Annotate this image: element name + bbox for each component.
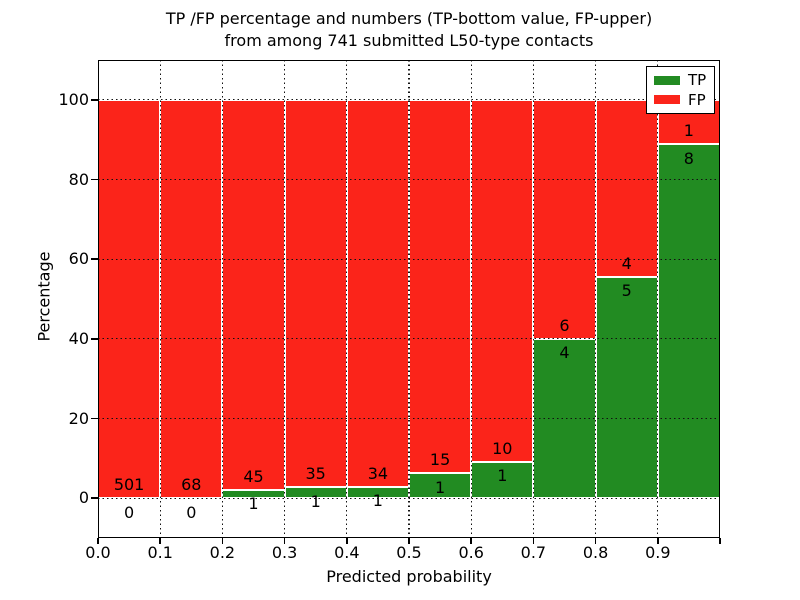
- legend-entry-fp: FP: [654, 92, 714, 108]
- x-tick-label: 0.2: [209, 543, 236, 562]
- vertical-gridline: [470, 60, 472, 538]
- x-tick-mark: [346, 538, 348, 544]
- x-tick-mark: [657, 538, 659, 544]
- plot-frame: [98, 60, 720, 538]
- y-tick-mark: [91, 417, 98, 420]
- y-tick-label: 20: [68, 408, 89, 428]
- horizontal-gridline: [98, 258, 720, 260]
- y-tick-mark: [91, 338, 98, 340]
- tp-count-label: 1: [310, 491, 321, 511]
- tp-count-label: 1: [435, 477, 446, 497]
- tp-count-label: 1: [372, 491, 383, 511]
- x-tick-mark: [408, 538, 410, 544]
- horizontal-gridline: [98, 497, 720, 499]
- horizontal-gridline: [98, 178, 720, 181]
- horizontal-gridline: [98, 417, 720, 420]
- horizontal-gridline: [98, 99, 720, 101]
- legend: TP FP: [646, 66, 715, 114]
- y-tick-label: 80: [68, 169, 89, 189]
- x-tick-mark: [97, 538, 99, 544]
- y-tick-mark: [91, 497, 98, 499]
- vertical-gridline: [284, 60, 286, 538]
- y-tick-mark: [91, 99, 98, 101]
- tp-bar: [595, 276, 658, 499]
- fp-color-swatch: [654, 95, 680, 105]
- x-tick-label: 0.5: [396, 543, 422, 562]
- fp-count-label: 4: [621, 253, 632, 273]
- y-axis-label: Percentage: [34, 251, 54, 342]
- fp-count-label: 34: [367, 463, 389, 483]
- y-tick-label: 100: [58, 89, 89, 109]
- vertical-gridline: [532, 60, 534, 538]
- x-tick-mark: [719, 538, 721, 544]
- tp-count-label: 0: [186, 502, 197, 522]
- tp-count-label: 0: [124, 502, 135, 522]
- fp-bar: [595, 99, 658, 277]
- x-tick-label: 0.6: [458, 543, 484, 562]
- x-tick-label: 0.1: [147, 543, 173, 562]
- chart-title-line2: from among 741 submitted L50-type contac…: [224, 31, 594, 50]
- x-tick-label: 0.0: [85, 543, 111, 562]
- tp-count-label: 8: [683, 148, 694, 168]
- fp-count-label: 45: [243, 466, 264, 486]
- vertical-gridline: [221, 60, 223, 538]
- legend-label-fp: FP: [688, 90, 706, 109]
- fp-count-label: 35: [305, 464, 326, 484]
- fp-count-label: 15: [429, 450, 451, 470]
- y-tick-label: 0: [78, 488, 89, 508]
- x-tick-label: 0.9: [645, 543, 671, 562]
- vertical-gridline: [657, 60, 659, 538]
- fp-count-label: 68: [181, 475, 202, 495]
- fp-bar: [533, 99, 596, 339]
- x-tick-mark: [594, 538, 597, 544]
- x-axis-label: Predicted probability: [326, 567, 492, 586]
- legend-label-tp: TP: [688, 71, 707, 90]
- legend-entry-tp: TP: [654, 72, 714, 88]
- x-tick-mark: [283, 538, 286, 544]
- vertical-gridline: [159, 60, 161, 538]
- tp-bar: [657, 144, 720, 499]
- x-tick-label: 0.4: [334, 543, 360, 562]
- fp-count-label: 10: [492, 438, 513, 458]
- y-tick-mark: [91, 178, 98, 181]
- fp-bar: [222, 99, 285, 490]
- tp-count-label: 1: [497, 466, 508, 486]
- vertical-gridline: [408, 60, 410, 538]
- vertical-gridline: [346, 60, 348, 538]
- y-tick-mark: [91, 258, 98, 260]
- tp-count-label: 5: [621, 281, 632, 301]
- x-tick-mark: [221, 538, 224, 544]
- fp-count-label: 501: [113, 475, 145, 495]
- vertical-gridline: [595, 60, 597, 538]
- tp-count-label: 1: [248, 494, 259, 513]
- tp-count-label: 4: [559, 343, 570, 363]
- x-tick-label: 0.8: [582, 543, 609, 562]
- x-tick-mark: [470, 538, 472, 544]
- y-tick-label: 40: [68, 328, 89, 348]
- chart-title-line1: TP /FP percentage and numbers (TP-bottom…: [165, 9, 653, 28]
- tp-color-swatch: [654, 75, 680, 85]
- y-tick-label: 60: [68, 249, 89, 269]
- fp-count-label: 6: [559, 315, 570, 335]
- x-tick-mark: [532, 538, 535, 544]
- x-tick-label: 0.7: [520, 543, 547, 562]
- fp-bar: [346, 99, 409, 487]
- x-tick-mark: [159, 538, 161, 544]
- fp-count-label: 1: [683, 121, 694, 141]
- horizontal-gridline: [98, 338, 720, 340]
- x-tick-label: 0.3: [271, 543, 298, 562]
